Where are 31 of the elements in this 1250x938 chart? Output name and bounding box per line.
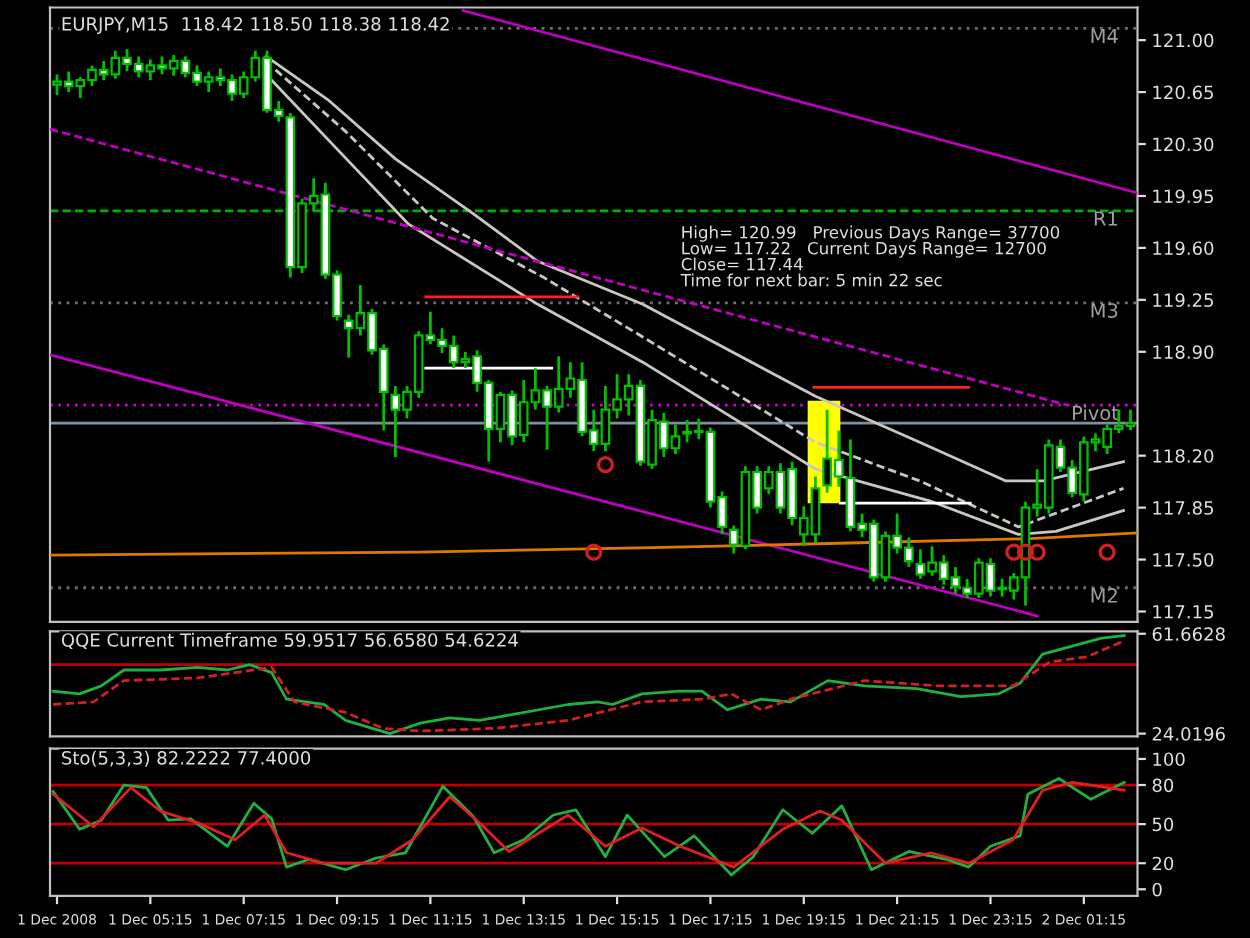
y-tick-label: 24.0196 bbox=[1152, 727, 1225, 741]
ref-line-label: Pivot bbox=[1073, 405, 1119, 421]
chart-title: QQE Current Timeframe 59.9517 56.6580 54.6224 bbox=[61, 632, 518, 649]
y-tick-label: 117.15 bbox=[1153, 605, 1213, 619]
y-tick-label: 119.25 bbox=[1153, 293, 1213, 307]
annotation: High= 120.99 Previous Days Range= 37700 bbox=[682, 225, 1060, 242]
y-tick-label: 50 bbox=[1152, 817, 1174, 832]
y-tick-label: 119.95 bbox=[1153, 189, 1213, 204]
y-tick-label: 100 bbox=[1153, 752, 1185, 767]
y-tick-label: 119.60 bbox=[1153, 241, 1214, 256]
y-tick-label: 118.90 bbox=[1153, 345, 1214, 359]
y-tick-label: 120.65 bbox=[1153, 85, 1213, 100]
ref-line-label: M4 bbox=[1091, 28, 1118, 44]
y-tick-label: 80 bbox=[1152, 778, 1174, 793]
y-tick-label: 61.6628 bbox=[1152, 627, 1225, 641]
ref-line-label: M2 bbox=[1091, 588, 1117, 603]
ref-line-label: R1 bbox=[1094, 211, 1118, 226]
annotation: Time for next bar: 5 min 22 sec bbox=[680, 273, 942, 287]
chart-title: EURJPY,M15 118.42 118.50 118.38 118.42 bbox=[62, 17, 449, 35]
y-tick-label: 118.20 bbox=[1153, 449, 1214, 463]
line-series bbox=[50, 531, 1138, 557]
ref-line-label: M3 bbox=[1091, 303, 1118, 318]
chart-title: Sto(5,3,3) 82.2222 77.4000 bbox=[62, 750, 311, 767]
y-tick-label: 120.30 bbox=[1153, 137, 1214, 152]
y-tick-label: 121.00 bbox=[1153, 33, 1214, 48]
annotation: Close= 117.44 bbox=[681, 257, 803, 271]
annotation: Low= 117.22 Current Days Range= 12700 bbox=[682, 241, 1046, 258]
y-tick-label: 20 bbox=[1152, 856, 1174, 871]
y-tick-label: 117.85 bbox=[1153, 501, 1213, 515]
y-tick-label: 0 bbox=[1152, 882, 1162, 897]
y-tick-label: 117.50 bbox=[1153, 553, 1214, 567]
